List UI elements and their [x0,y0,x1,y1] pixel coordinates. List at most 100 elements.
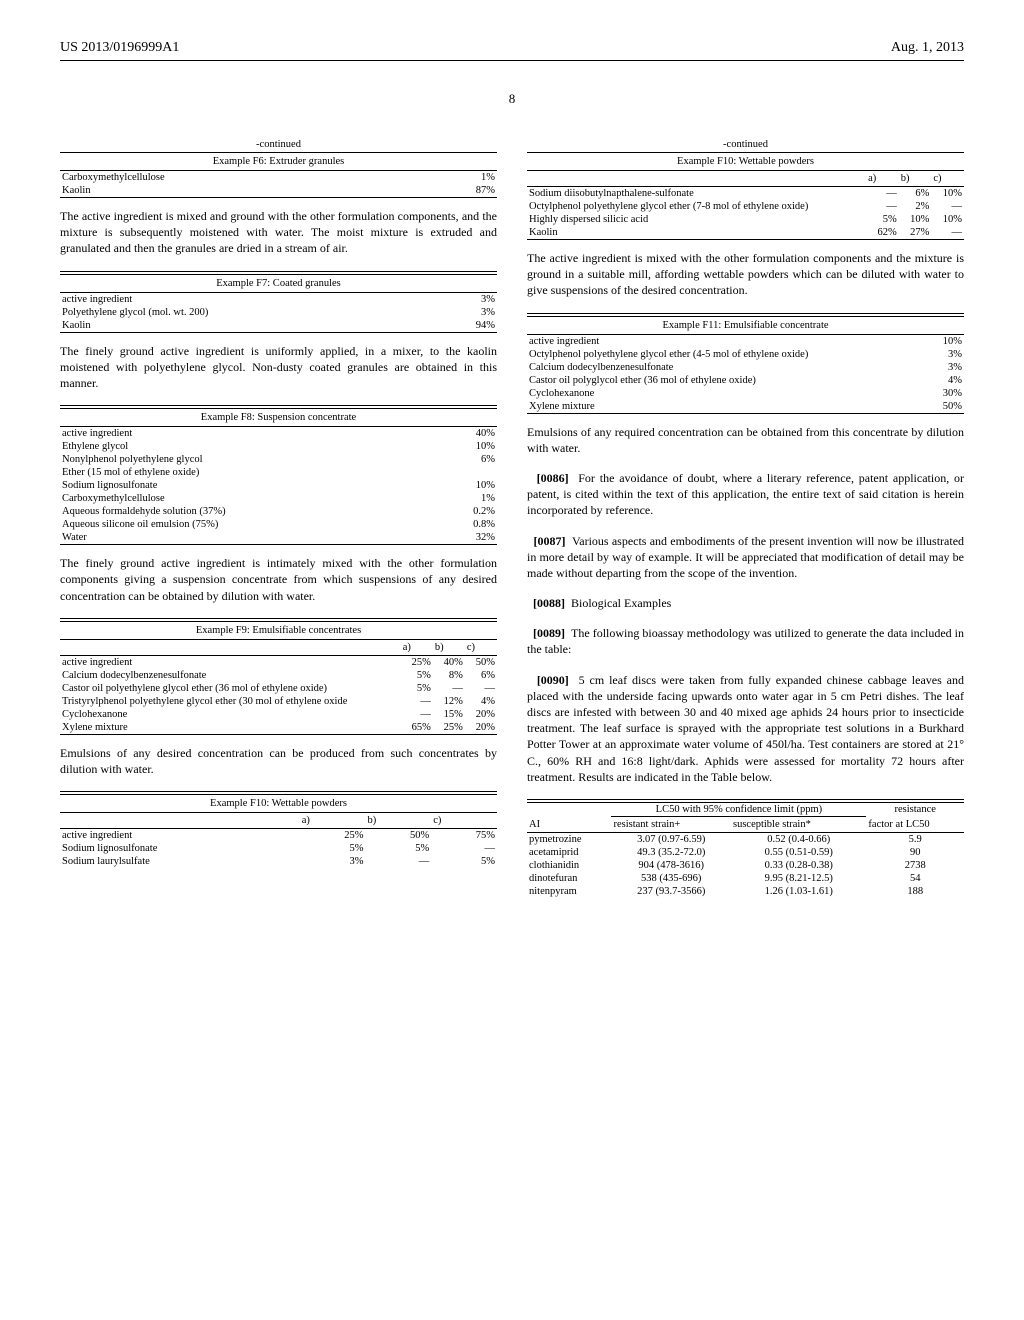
col-c: c) [431,813,497,829]
para-text: 5 cm leaf discs were taken from fully ex… [527,673,964,784]
row-name: Sodium lignosulfonate [60,479,431,492]
table-f7: Example F7: Coated granules active ingre… [60,271,497,333]
row-val [431,466,497,479]
row-val: 3% [430,292,497,306]
row-val: 10% [431,479,497,492]
table-f9: Example F9: Emulsifiable concentrates a)… [60,618,497,735]
col-factor: factor at LC50 [866,816,964,832]
row-name: Nonylphenol polyethylene glycol [60,453,431,466]
table-title: Example F10: Wettable powders [60,795,497,813]
col-susceptible: susceptible strain* [731,816,866,832]
row-name: Castor oil polyglycol ether (36 mol of e… [527,374,926,387]
table-f6: -continued Example F6: Extruder granules… [60,137,497,198]
row-name: Sodium lignosulfonate [60,842,300,855]
para-text: Various aspects and embodiments of the p… [527,534,964,580]
row-val: 3% [926,348,964,361]
right-column: -continued Example F10: Wettable powders… [527,127,964,908]
para-f7: The finely ground active ingredient is u… [60,343,497,392]
row-name: Octylphenol polyethylene glycol ether (4… [527,348,926,361]
table-f10-part1: Example F10: Wettable powders a)b)c) act… [60,791,497,868]
col-resistant: resistant strain+ [611,816,731,832]
row-name: Polyethylene glycol (mol. wt. 200) [60,306,430,319]
left-column: -continued Example F6: Extruder granules… [60,127,497,908]
table-title: Example F10: Wettable powders [527,153,964,171]
row-val: 1% [408,171,497,185]
col-ai: AI [527,816,611,832]
table-bioassay: LC50 with 95% confidence limit (ppm) res… [527,799,964,898]
row-name: Castor oil polyethylene glycol ether (36… [60,682,401,695]
table-f8: Example F8: Suspension concentrate activ… [60,405,497,545]
table-title: Example F11: Emulsifiable concentrate [527,316,964,334]
para-number: [0090] [537,673,569,687]
para-text: For the avoidance of doubt, where a lite… [527,471,964,517]
row-ai: clothianidin [527,859,611,872]
row-name: Tristyrylphenol polyethylene glycol ethe… [60,695,401,708]
row-name: Water [60,531,431,545]
col-a: a) [866,171,899,187]
row-val: 94% [430,319,497,333]
row-name: Aqueous formaldehyde solution (37%) [60,505,431,518]
continued-label: -continued [527,137,964,153]
para-f8: The finely ground active ingredient is i… [60,555,497,604]
row-val: 30% [926,387,964,400]
page-header: US 2013/0196999A1 Aug. 1, 2013 [60,40,964,61]
page-number: 8 [60,91,964,107]
row-name: Sodium diisobutylnapthalene-sulfonate [527,187,866,201]
row-name: Kaolin [60,184,408,198]
table-title: Example F8: Suspension concentrate [60,409,497,427]
row-val: 10% [926,334,964,348]
row-val: 40% [431,427,497,441]
col-a: a) [401,639,433,655]
para-f6: The active ingredient is mixed and groun… [60,208,497,257]
row-name: active ingredient [60,427,431,441]
para-0089: [0089] The following bioassay methodolog… [527,625,964,657]
publication-date: Aug. 1, 2013 [891,40,964,56]
row-val: 3% [926,361,964,374]
row-val: 0.2% [431,505,497,518]
para-0086: [0086] For the avoidance of doubt, where… [527,470,964,519]
para-0087: [0087] Various aspects and embodiments o… [527,533,964,582]
para-0090: [0090] 5 cm leaf discs were taken from f… [527,672,964,785]
row-name: Cyclohexanone [527,387,926,400]
row-val: 0.8% [431,518,497,531]
continued-label: -continued [60,137,497,153]
col-b: b) [433,639,465,655]
row-val: 87% [408,184,497,198]
row-name: Kaolin [527,226,866,240]
row-name: Calcium dodecylbenzenesulfonate [60,669,401,682]
col-a: a) [300,813,366,829]
row-name: Xylene mixture [60,721,401,735]
table-title: Example F9: Emulsifiable concentrates [60,621,497,639]
row-name: Sodium laurylsulfate [60,855,300,868]
para-f9: Emulsions of any desired concentration c… [60,745,497,777]
table-title: Example F6: Extruder granules [60,153,497,171]
para-number: [0087] [533,534,565,548]
row-val: 10% [431,440,497,453]
row-name: Kaolin [60,319,430,333]
table-f10-part2: -continued Example F10: Wettable powders… [527,137,964,240]
col-c: c) [465,639,497,655]
row-name: Ethylene glycol [60,440,431,453]
row-val: 50% [926,400,964,414]
row-ai: pymetrozine [527,832,611,846]
row-ai: nitenpyram [527,885,611,898]
row-name: active ingredient [60,655,401,669]
col-group: LC50 with 95% confidence limit (ppm) [611,802,866,816]
table-title: Example F7: Coated granules [60,274,497,292]
row-name: active ingredient [60,829,300,843]
row-val: 6% [431,453,497,466]
row-name: Highly dispersed silicic acid [527,213,866,226]
para-text: Biological Examples [571,596,671,610]
para-text: The following bioassay methodology was u… [527,626,964,656]
para-f11: Emulsions of any required concentration … [527,424,964,456]
row-name: Xylene mixture [527,400,926,414]
row-name: Aqueous silicone oil emulsion (75%) [60,518,431,531]
row-name: Octylphenol polyethylene glycol ether (7… [527,200,866,213]
row-name: active ingredient [60,292,430,306]
para-number: [0086] [537,471,569,485]
para-number: [0088] [533,596,565,610]
row-ai: acetamiprid [527,846,611,859]
publication-number: US 2013/0196999A1 [60,40,179,56]
row-name: Ether (15 mol of ethylene oxide) [60,466,431,479]
table-f11: Example F11: Emulsifiable concentrate ac… [527,313,964,414]
